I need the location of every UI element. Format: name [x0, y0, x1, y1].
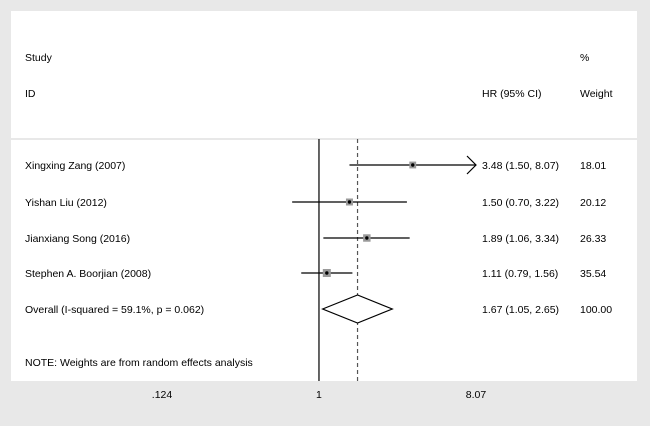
x-tick-label: 8.07: [466, 389, 487, 401]
header-id: ID: [25, 88, 36, 100]
study-label: Yishan Liu (2012): [25, 197, 107, 209]
ci-arrow-icon: [466, 155, 477, 175]
weight-text: 18.01: [580, 160, 606, 172]
plot-panel: [11, 11, 637, 381]
x-tick-label: .124: [152, 389, 173, 401]
ci-text: 1.50 (0.70, 3.22): [482, 197, 559, 209]
overall-row: Overall (I-squared = 59.1%, p = 0.062) 1.…: [25, 294, 612, 324]
header-study: Study: [25, 52, 53, 64]
overall-label: Overall (I-squared = 59.1%, p = 0.062): [25, 304, 204, 316]
point-estimate: [411, 163, 415, 167]
ci-text: 1.89 (1.06, 3.34): [482, 233, 559, 245]
study-label: Stephen A. Boorjian (2008): [25, 268, 151, 280]
note: NOTE: Weights are from random effects an…: [25, 357, 253, 369]
header-percent: %: [580, 52, 589, 64]
ci-text: 3.48 (1.50, 8.07): [482, 160, 559, 172]
point-estimate: [365, 236, 369, 240]
study-row: Yishan Liu (2012) 1.50 (0.70, 3.22) 20.12: [25, 197, 606, 209]
study-row: Stephen A. Boorjian (2008) 1.11 (0.79, 1.…: [25, 268, 606, 280]
overall-weight-text: 100.00: [580, 304, 612, 316]
header-weight: Weight: [580, 88, 613, 100]
x-tick-label: 1: [316, 389, 322, 401]
overall-ci-text: 1.67 (1.05, 2.65): [482, 304, 559, 316]
study-row: Jianxiang Song (2016) 1.89 (1.06, 3.34) 26…: [25, 233, 606, 245]
weight-text: 26.33: [580, 233, 606, 245]
header-hr: HR (95% CI): [482, 88, 542, 100]
weight-text: 20.12: [580, 197, 606, 209]
study-label: Xingxing Zang (2007): [25, 160, 125, 172]
point-estimate: [325, 271, 329, 275]
point-estimate: [347, 200, 352, 204]
ci-text: 1.11 (0.79, 1.56): [482, 268, 558, 280]
overall-diamond: [321, 294, 394, 324]
study-label: Jianxiang Song (2016): [25, 233, 130, 245]
weight-text: 35.54: [580, 268, 606, 280]
study-row: Xingxing Zang (2007) 3.48 (1.50, 8.07) 18.…: [25, 155, 606, 175]
